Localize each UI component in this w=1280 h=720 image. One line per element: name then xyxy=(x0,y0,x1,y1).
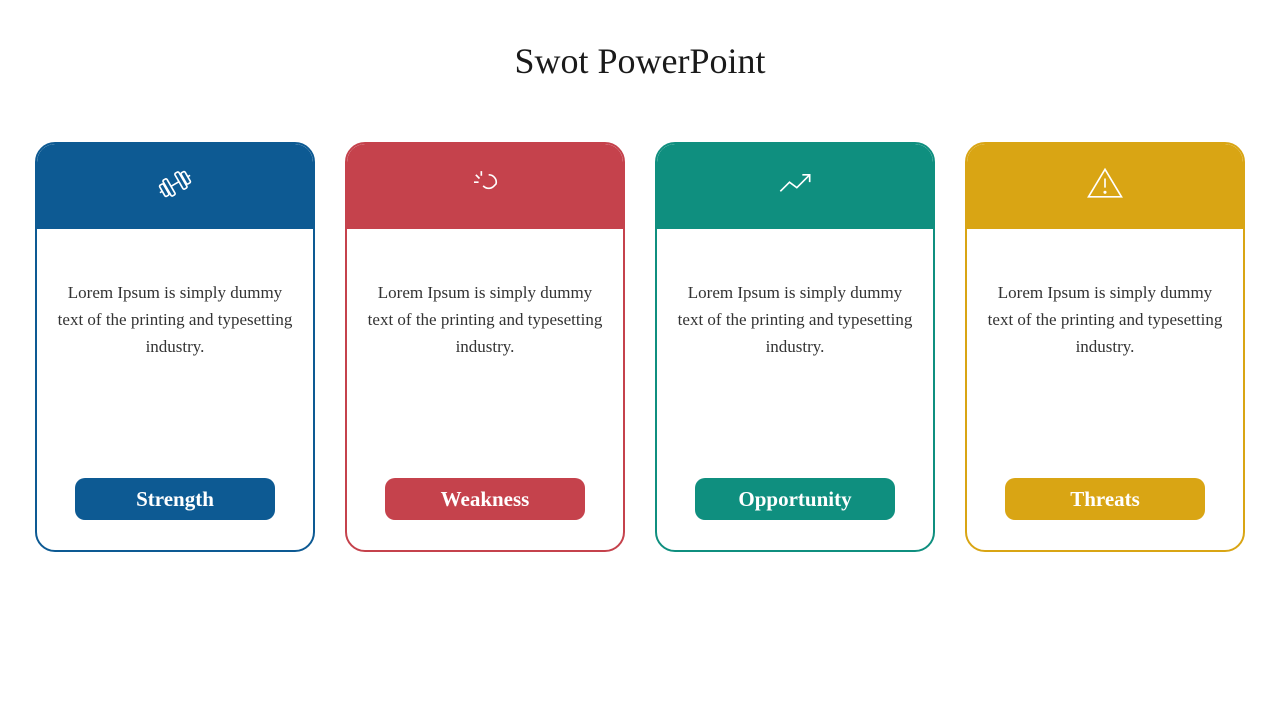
card-body-opportunity: Lorem Ipsum is simply dummy text of the … xyxy=(657,229,933,550)
card-strength: Lorem Ipsum is simply dummy text of the … xyxy=(35,142,315,552)
card-label-weakness: Weakness xyxy=(385,478,585,520)
card-header-weakness xyxy=(347,144,623,229)
card-header-threats xyxy=(967,144,1243,229)
cards-container: Lorem Ipsum is simply dummy text of the … xyxy=(0,142,1280,552)
page-title: Swot PowerPoint xyxy=(514,40,765,82)
card-body-weakness: Lorem Ipsum is simply dummy text of the … xyxy=(347,229,623,550)
card-weakness: Lorem Ipsum is simply dummy text of the … xyxy=(345,142,625,552)
card-label-threats: Threats xyxy=(1005,478,1205,520)
card-body-strength: Lorem Ipsum is simply dummy text of the … xyxy=(37,229,313,550)
card-text-weakness: Lorem Ipsum is simply dummy text of the … xyxy=(367,279,603,361)
card-text-threats: Lorem Ipsum is simply dummy text of the … xyxy=(987,279,1223,361)
warning-icon xyxy=(1083,162,1127,211)
card-threats: Lorem Ipsum is simply dummy text of the … xyxy=(965,142,1245,552)
card-header-strength xyxy=(37,144,313,229)
card-opportunity: Lorem Ipsum is simply dummy text of the … xyxy=(655,142,935,552)
card-header-opportunity xyxy=(657,144,933,229)
dumbbell-icon xyxy=(153,162,197,211)
trend-up-icon xyxy=(773,162,817,211)
broken-link-icon xyxy=(463,162,507,211)
card-label-strength: Strength xyxy=(75,478,275,520)
card-body-threats: Lorem Ipsum is simply dummy text of the … xyxy=(967,229,1243,550)
card-label-opportunity: Opportunity xyxy=(695,478,895,520)
card-text-opportunity: Lorem Ipsum is simply dummy text of the … xyxy=(677,279,913,361)
card-text-strength: Lorem Ipsum is simply dummy text of the … xyxy=(57,279,293,361)
